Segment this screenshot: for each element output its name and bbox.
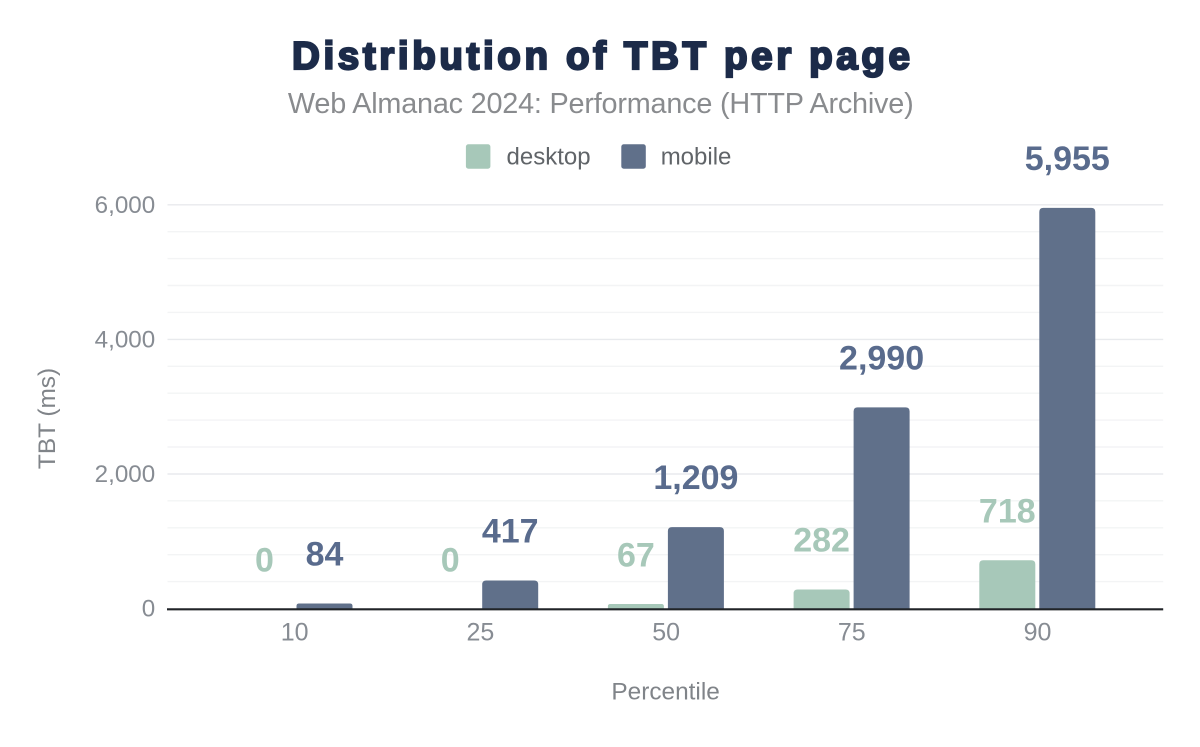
svg-text:2,000: 2,000 — [95, 461, 156, 488]
svg-text:75: 75 — [838, 618, 866, 646]
svg-text:282: 282 — [793, 522, 850, 560]
svg-text:0: 0 — [142, 596, 155, 623]
svg-text:0: 0 — [255, 542, 274, 580]
svg-text:6,000: 6,000 — [95, 192, 156, 219]
svg-text:5,955: 5,955 — [1025, 140, 1110, 178]
svg-text:0: 0 — [441, 542, 460, 580]
svg-text:84: 84 — [306, 536, 344, 574]
svg-text:Percentile: Percentile — [611, 679, 719, 706]
svg-text:2,990: 2,990 — [839, 339, 924, 377]
svg-text:90: 90 — [1024, 618, 1052, 646]
svg-text:10: 10 — [281, 618, 309, 646]
svg-text:Web Almanac 2024: Performance: Web Almanac 2024: Performance (HTTP Arch… — [288, 88, 914, 120]
svg-text:Distribution of TBT per page: Distribution of TBT per page — [292, 35, 914, 78]
svg-text:718: 718 — [979, 492, 1036, 530]
svg-text:1,209: 1,209 — [653, 459, 738, 497]
svg-text:50: 50 — [652, 618, 680, 646]
svg-text:TBT (ms): TBT (ms) — [34, 368, 61, 469]
svg-text:desktop: desktop — [507, 143, 591, 170]
svg-text:mobile: mobile — [661, 143, 732, 170]
svg-text:417: 417 — [482, 513, 539, 551]
svg-text:25: 25 — [466, 618, 494, 646]
svg-text:4,000: 4,000 — [95, 326, 156, 353]
svg-text:67: 67 — [617, 536, 655, 574]
